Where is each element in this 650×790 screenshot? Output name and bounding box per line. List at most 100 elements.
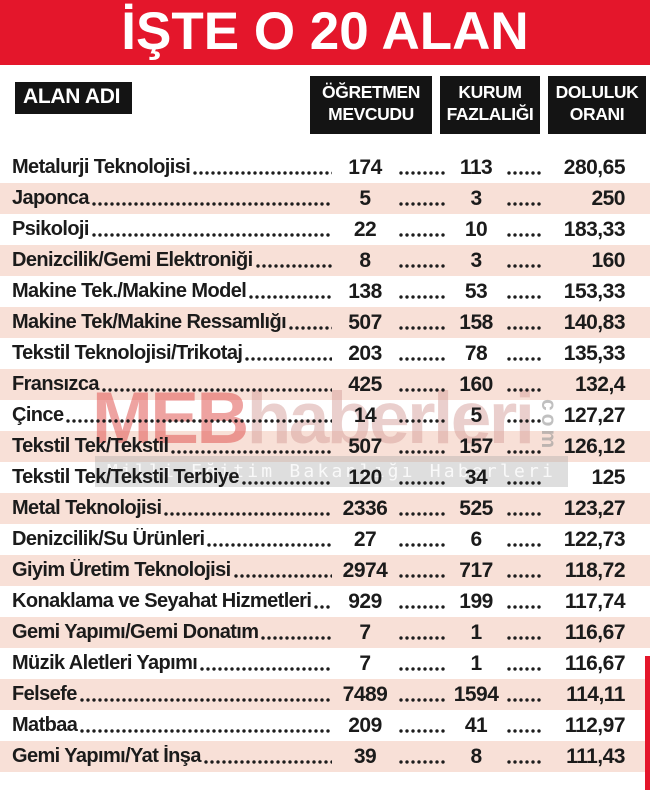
row-name-segment: Makine Tek./Makine Model xyxy=(12,280,334,303)
column-header-line: FAZLALIĞI xyxy=(446,103,534,124)
row-name-segment: Makine Tek/Makine Ressamlığı xyxy=(12,311,334,334)
column-header-doluluk-orani: DOLULUK ORANI xyxy=(548,76,646,134)
row-institution-surplus: 3 xyxy=(470,186,482,210)
dot-leader xyxy=(398,543,447,547)
row-name-segment: Matbaa xyxy=(12,714,334,737)
dot-leader xyxy=(506,419,543,423)
row-field-name: Makine Tek/Makine Ressamlığı xyxy=(12,311,287,333)
table-row: Gemi Yapımı/Gemi Donatım 7 1 116,67 xyxy=(0,617,650,648)
row-occupancy-rate: 123,27 xyxy=(563,496,626,520)
column-header-line: ORANI xyxy=(569,103,625,124)
dot-leader xyxy=(398,295,447,299)
dot-leader xyxy=(313,605,332,609)
column-header-line: ÖĞRETMEN xyxy=(322,82,420,102)
table-row: Müzik Aletleri Yapımı 7 1 116,67 xyxy=(0,648,650,679)
column-header-kurum-fazlaligi: KURUM FAZLALIĞI xyxy=(440,76,540,134)
row-teacher-count: 2974 xyxy=(342,558,388,582)
row-teacher-count: 425 xyxy=(348,372,382,396)
row-name-segment: Tekstil Tek/Tekstil xyxy=(12,435,334,458)
row-occupancy-rate: 116,67 xyxy=(564,651,626,675)
dot-leader xyxy=(100,388,332,392)
row-occupancy-rate: 140,83 xyxy=(563,310,626,334)
dot-leader xyxy=(398,512,447,516)
dot-leader xyxy=(506,171,543,175)
table-row: Tekstil Teknolojisi/Trikotaj 203 78 135,… xyxy=(0,338,650,369)
row-institution-surplus: 1 xyxy=(470,651,482,675)
row-name-segment: Felsefe xyxy=(12,683,334,706)
row-institution-surplus: 157 xyxy=(459,434,493,458)
dot-leader xyxy=(398,264,447,268)
dot-leader xyxy=(506,357,543,361)
table-row: Makine Tek/Makine Ressamlığı 507 158 140… xyxy=(0,307,650,338)
dot-leader xyxy=(288,326,332,330)
row-institution-surplus: 78 xyxy=(464,341,488,365)
dot-leader xyxy=(244,357,332,361)
row-occupancy-rate: 122,73 xyxy=(563,527,626,551)
row-field-name: Tekstil Tek/Tekstil xyxy=(12,435,169,457)
table-row: Denizcilik/Su Ürünleri 27 6 122,73 xyxy=(0,524,650,555)
row-name-segment: Gemi Yapımı/Gemi Donatım xyxy=(12,621,334,644)
row-teacher-count: 120 xyxy=(348,465,382,489)
row-field-name: Tekstil Tek/Tekstil Terbiye xyxy=(12,466,239,488)
row-occupancy-rate: 118,72 xyxy=(564,558,626,582)
row-field-name: Tekstil Teknolojisi/Trikotaj xyxy=(12,342,243,364)
column-header-alan-adi: ALAN ADI xyxy=(15,82,133,114)
table-row: Makine Tek./Makine Model 138 53 153,33 xyxy=(0,276,650,307)
row-field-name: Konaklama ve Seyahat Hizmetleri xyxy=(12,590,312,612)
dot-leader xyxy=(192,171,332,175)
dot-leader xyxy=(506,543,543,547)
row-occupancy-rate: 135,33 xyxy=(563,341,626,365)
row-institution-surplus: 525 xyxy=(459,496,493,520)
table-row: Psikoloji 22 10 183,33 xyxy=(0,214,650,245)
dot-leader xyxy=(398,233,447,237)
dot-leader xyxy=(398,636,447,640)
table-row: Giyim Üretim Teknolojisi 2974 717 118,72 xyxy=(0,555,650,586)
row-occupancy-rate: 114,11 xyxy=(566,682,625,706)
page-title: İŞTE O 20 ALAN xyxy=(121,2,529,61)
dot-leader xyxy=(506,295,543,299)
dot-leader xyxy=(398,419,447,423)
dot-leader xyxy=(506,760,543,764)
table-row: Tekstil Tek/Tekstil Terbiye 120 34 125 xyxy=(0,462,650,493)
row-institution-surplus: 717 xyxy=(459,558,493,582)
row-teacher-count: 27 xyxy=(353,527,377,551)
row-name-segment: Giyim Üretim Teknolojisi xyxy=(12,559,334,582)
dot-leader xyxy=(398,171,447,175)
row-institution-surplus: 5 xyxy=(470,403,482,427)
table-row: Gemi Yapımı/Yat İnşa 39 8 111,43 xyxy=(0,741,650,772)
dot-leader xyxy=(78,698,332,702)
dot-leader xyxy=(260,636,332,640)
row-teacher-count: 22 xyxy=(353,217,377,241)
dot-leader xyxy=(398,450,447,454)
row-teacher-count: 209 xyxy=(348,713,382,737)
row-teacher-count: 174 xyxy=(348,155,382,179)
row-field-name: Metal Teknolojisi xyxy=(12,497,162,519)
dot-leader xyxy=(206,543,332,547)
table-row: Japonca 5 3 250 xyxy=(0,183,650,214)
row-name-segment: Tekstil Tek/Tekstil Terbiye xyxy=(12,466,334,489)
row-name-segment: Gemi Yapımı/Yat İnşa xyxy=(12,745,334,768)
dot-leader xyxy=(506,264,543,268)
row-institution-surplus: 6 xyxy=(470,527,482,551)
row-name-segment: Metal Teknolojisi xyxy=(12,497,334,520)
table-row: Fransızca 425 160 132,4 xyxy=(0,369,650,400)
row-field-name: Japonca xyxy=(12,187,90,209)
table-row: Metalurji Teknolojisi 174 113 280,65 xyxy=(0,152,650,183)
dot-leader xyxy=(398,667,447,671)
row-teacher-count: 507 xyxy=(348,310,382,334)
row-field-name: Denizcilik/Su Ürünleri xyxy=(12,528,205,550)
row-occupancy-rate: 250 xyxy=(591,186,625,210)
row-teacher-count: 7489 xyxy=(342,682,388,706)
row-teacher-count: 203 xyxy=(348,341,382,365)
dot-leader xyxy=(398,481,447,485)
dot-leader xyxy=(398,605,447,609)
row-name-segment: Psikoloji xyxy=(12,218,334,241)
dot-leader xyxy=(506,233,543,237)
table-row: Denizcilik/Gemi Elektroniği 8 3 160 xyxy=(0,245,650,276)
dot-leader xyxy=(506,667,543,671)
table-body: Metalurji Teknolojisi 174 113 280,65 Jap… xyxy=(0,152,650,772)
row-occupancy-rate: 127,27 xyxy=(563,403,626,427)
row-occupancy-rate: 183,33 xyxy=(563,217,626,241)
row-institution-surplus: 158 xyxy=(459,310,493,334)
